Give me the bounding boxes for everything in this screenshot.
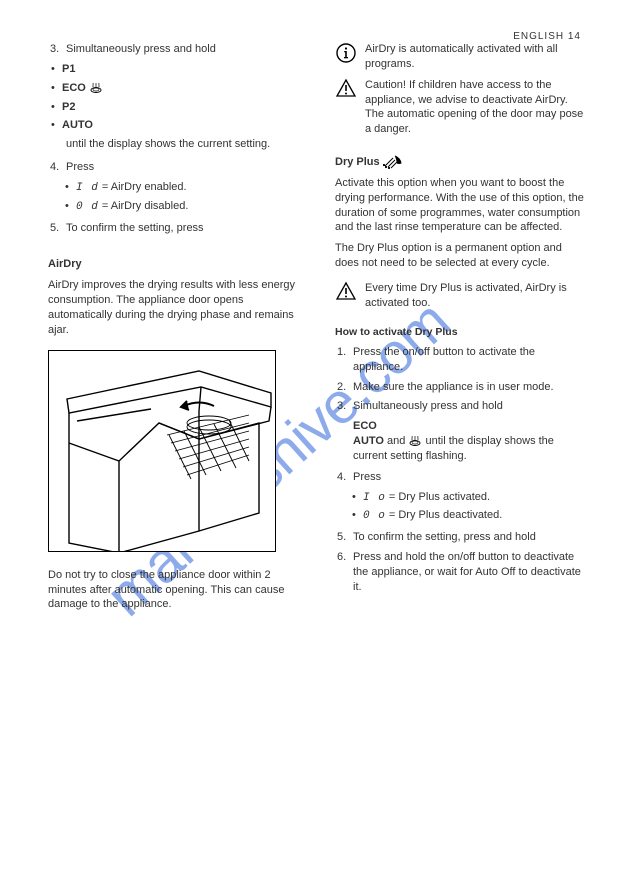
airdry-p1: AirDry improves the drying results with … <box>48 278 308 337</box>
prog-p2: P2 <box>62 101 75 113</box>
r-step3c: until the display shows the current sett… <box>353 435 554 462</box>
disp-off: 0 d <box>76 201 99 213</box>
r-step6: Press and hold the on/off button to deac… <box>353 551 581 593</box>
dryplus-title: Dry Plus <box>335 155 585 170</box>
r-disp-off: 0 o <box>363 510 386 522</box>
airdry-caution: Do not try to close the appliance door w… <box>48 568 308 613</box>
howto-title: How to activate Dry Plus <box>335 325 585 339</box>
spray-icon <box>383 155 403 169</box>
r-step4: Press <box>353 471 381 483</box>
left-step5: To confirm the setting, press <box>66 222 204 234</box>
left-step3-intro: Simultaneously press and hold <box>66 43 216 55</box>
airdry-title: AirDry <box>48 257 308 272</box>
plate-icon <box>89 82 103 94</box>
r-prog-auto: AUTO <box>353 435 384 447</box>
left-step4: Press <box>66 161 94 173</box>
dryplus-p2: The Dry Plus option is a permanent optio… <box>335 241 585 271</box>
disp-on: I d <box>76 182 99 194</box>
r-step2: Make sure the appliance is in user mode. <box>353 381 554 393</box>
right-column: AirDry is automatically activated with a… <box>335 42 585 600</box>
prog-eco: ECO <box>62 82 86 94</box>
r-prog-eco: ECO <box>353 420 377 432</box>
caution-text-1: Caution! If children have access to the … <box>365 78 585 137</box>
caution-icon <box>335 78 357 137</box>
r-step5: To confirm the setting, press and hold <box>353 531 536 543</box>
prog-p1: P1 <box>62 63 75 75</box>
left-column: 3.Simultaneously press and hold P1 ECO P… <box>48 42 308 624</box>
r-step1: Press the on/off button to activate the … <box>353 346 535 373</box>
dryplus-p1: Activate this option when you want to bo… <box>335 176 585 235</box>
info-text-1: AirDry is automatically activated with a… <box>365 42 585 72</box>
caution-icon-2 <box>335 281 357 311</box>
r-step3b: and <box>387 435 408 447</box>
info-icon <box>335 42 357 72</box>
prog-auto: AUTO <box>62 119 93 131</box>
disp-on-txt: = AirDry enabled. <box>99 181 187 193</box>
r-disp-on: I o <box>363 492 386 504</box>
r-disp-off-txt: = Dry Plus deactivated. <box>386 509 502 521</box>
disp-off-txt: = AirDry disabled. <box>99 200 189 212</box>
dishwasher-illustration <box>48 350 276 552</box>
r-disp-on-txt: = Dry Plus activated. <box>386 491 490 503</box>
caution-text-2: Every time Dry Plus is activated, AirDry… <box>365 281 585 311</box>
plate-icon-2 <box>408 435 422 447</box>
r-step3a: Simultaneously press and hold <box>353 400 503 412</box>
left-until: until the display shows the current sett… <box>66 138 270 150</box>
